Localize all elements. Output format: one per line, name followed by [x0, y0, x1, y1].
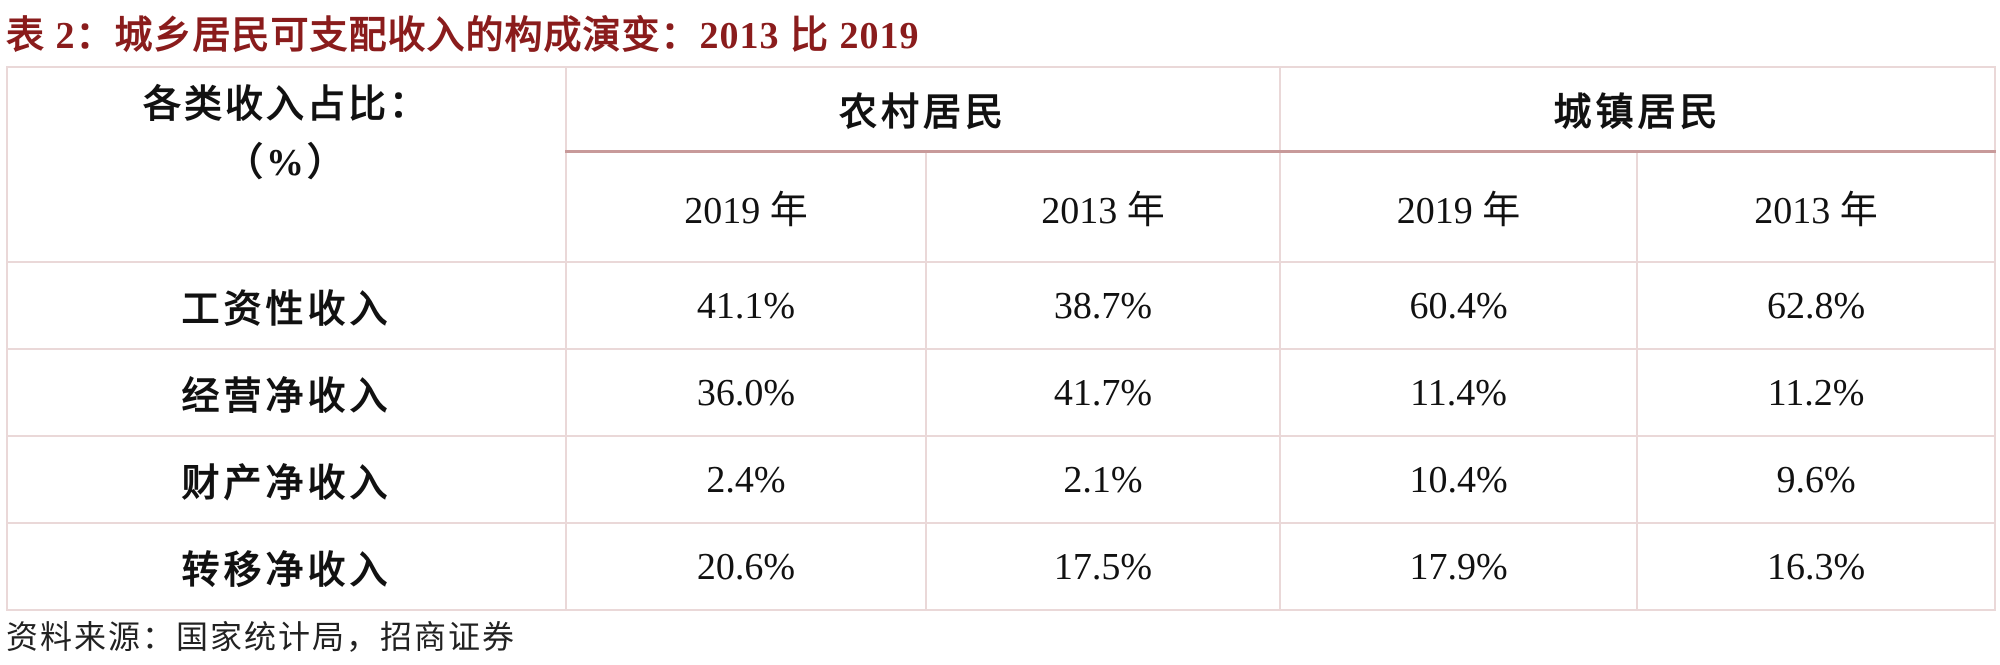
- table-body: 工资性收入 41.1% 38.7% 60.4% 62.8% 经营净收入 36.0% 41.7%…: [6, 261, 1997, 611]
- table-row: 财产净收入 2.4% 2.1% 10.4% 9.6%: [6, 435, 1997, 524]
- row-label: 工资性收入: [6, 261, 567, 350]
- year-header: 2013 年: [924, 150, 1282, 263]
- cell: 41.7%: [924, 348, 1282, 437]
- corner-line: 各类收入占比：: [142, 84, 430, 126]
- group-header: 城镇居民: [1279, 66, 1997, 153]
- group-header: 农村居民: [564, 66, 1282, 153]
- cell: 10.4%: [1279, 435, 1639, 524]
- cell: 11.2%: [1636, 348, 1997, 437]
- cell: 2.1%: [924, 435, 1282, 524]
- income-table: 各类收入占比： （%） 农村居民 城镇居民 2019 年 2013 年 2019 年…: [6, 66, 1997, 611]
- source-note: 资料来源：国家统计局，招商证券: [6, 619, 517, 655]
- cell: 36.0%: [565, 348, 927, 437]
- year-header: 2019 年: [565, 150, 927, 263]
- cell: 38.7%: [924, 261, 1282, 350]
- table-row: 工资性收入 41.1% 38.7% 60.4% 62.8%: [6, 261, 1997, 350]
- corner-header: 各类收入占比： （%）: [6, 66, 567, 263]
- cell: 9.6%: [1636, 435, 1997, 524]
- cell: 41.1%: [565, 261, 927, 350]
- table-title: 表 2：城乡居民可支配收入的构成演变：2013 比 2019: [6, 15, 920, 57]
- year-header: 2019 年: [1279, 150, 1639, 263]
- row-label: 财产净收入: [6, 435, 567, 524]
- cell: 16.3%: [1636, 522, 1997, 611]
- row-label: 经营净收入: [6, 348, 567, 437]
- table-row: 经营净收入 36.0% 41.7% 11.4% 11.2%: [6, 348, 1997, 437]
- cell: 60.4%: [1279, 261, 1639, 350]
- year-header: 2013 年: [1636, 150, 1997, 263]
- cell: 17.9%: [1279, 522, 1639, 611]
- cell: 17.5%: [924, 522, 1282, 611]
- cell: 11.4%: [1279, 348, 1639, 437]
- corner-line: （%）: [224, 142, 348, 184]
- row-label: 转移净收入: [6, 522, 567, 611]
- table-row: 转移净收入 20.6% 17.5% 17.9% 16.3%: [6, 522, 1997, 611]
- cell: 62.8%: [1636, 261, 1997, 350]
- cell: 20.6%: [565, 522, 927, 611]
- year-header-row: 2019 年 2013 年 2019 年 2013 年: [7, 150, 1997, 263]
- cell: 2.4%: [565, 435, 927, 524]
